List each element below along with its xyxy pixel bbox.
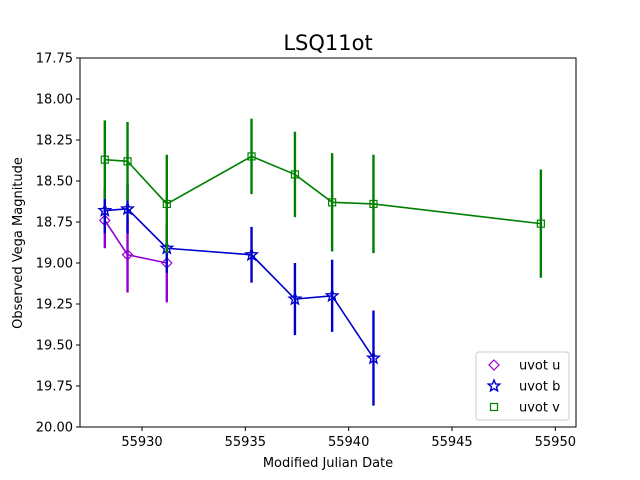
y-tick-label: 20.00 bbox=[36, 421, 73, 436]
data-point-uvot-v bbox=[290, 170, 300, 179]
series-line-uvot-u bbox=[104, 219, 167, 264]
data-point-uvot-v bbox=[369, 199, 378, 209]
y-tick-label: 19.50 bbox=[36, 339, 73, 354]
y-tick-label: 17.75 bbox=[36, 52, 73, 67]
legend-box bbox=[475, 351, 570, 421]
x-tick-label: 55940 bbox=[328, 435, 369, 450]
data-point-uvot-v bbox=[100, 155, 109, 164]
chart-title: LSQ11ot bbox=[283, 31, 372, 55]
y-tick-label: 19.25 bbox=[36, 298, 73, 313]
x-tick-label: 55935 bbox=[225, 435, 266, 450]
y-tick-label: 18.00 bbox=[36, 93, 73, 108]
y-axis-label: Observed Vega Magnitude bbox=[11, 157, 26, 329]
data-point-uvot-b bbox=[365, 350, 381, 365]
data-point-uvot-v bbox=[247, 152, 256, 161]
legend-marker-uvot-b bbox=[486, 378, 502, 393]
data-point-uvot-v bbox=[328, 198, 337, 207]
y-tick-label: 18.75 bbox=[36, 216, 73, 231]
data-point-uvot-b bbox=[97, 202, 113, 217]
x-axis-label: Modified Julian Date bbox=[263, 456, 393, 471]
y-tick-label: 19.75 bbox=[36, 380, 73, 395]
data-point-uvot-b bbox=[287, 291, 303, 306]
x-tick-label: 55945 bbox=[431, 435, 472, 450]
legend: uvot u uvot b uvot v bbox=[475, 351, 570, 421]
data-point-uvot-v bbox=[123, 157, 132, 166]
data-point-uvot-b bbox=[120, 200, 136, 216]
data-point-uvot-v bbox=[162, 199, 171, 209]
series-line-uvot-v bbox=[104, 155, 541, 225]
y-tick-label: 18.25 bbox=[36, 134, 73, 149]
legend-marker-uvot-v bbox=[489, 402, 499, 412]
legend-label-uvot-u: uvot u bbox=[519, 359, 560, 374]
data-point-uvot-b bbox=[324, 287, 340, 303]
y-tick-label: 19.00 bbox=[36, 257, 73, 272]
y-tick-label: 18.50 bbox=[36, 175, 73, 190]
data-point-uvot-u bbox=[121, 248, 134, 261]
legend-marker-uvot-u bbox=[488, 359, 500, 371]
plot-frame bbox=[79, 57, 577, 428]
data-point-uvot-v bbox=[536, 219, 545, 228]
legend-label-uvot-b: uvot b bbox=[519, 380, 560, 395]
x-tick-label: 55950 bbox=[535, 435, 576, 450]
legend-label-uvot-v: uvot v bbox=[519, 401, 560, 416]
x-tick-label: 55930 bbox=[121, 435, 162, 450]
data-point-uvot-b bbox=[244, 246, 260, 262]
